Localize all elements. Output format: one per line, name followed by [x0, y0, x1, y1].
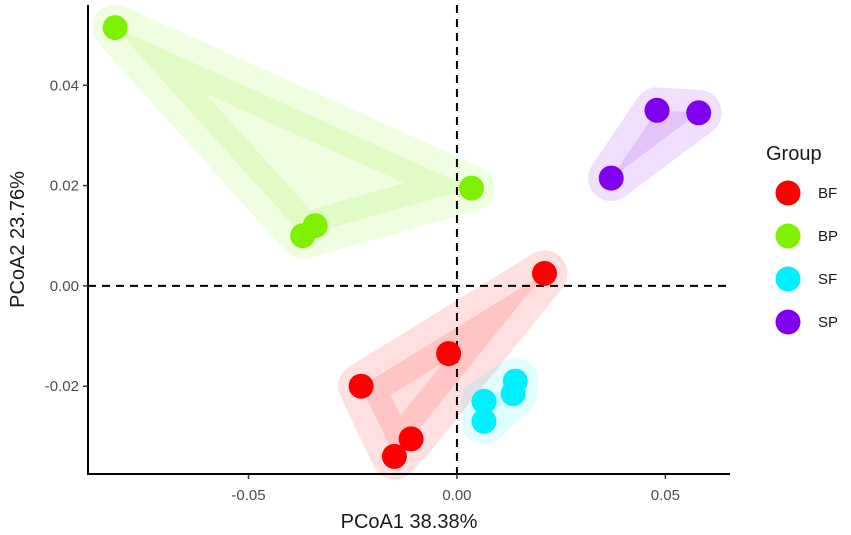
point-bf: [436, 341, 462, 367]
y-tick-label: 0.02: [50, 178, 79, 195]
point-sf: [471, 388, 497, 414]
hull-sp: [588, 87, 722, 202]
legend-title: Group: [766, 143, 822, 165]
point-bf: [381, 443, 407, 469]
axes: -0.05 0.00 0.05 -0.02 0.00 0.02 0.04: [45, 5, 730, 504]
point-bp: [459, 175, 484, 201]
group-hulls: [92, 4, 722, 480]
x-axis-title: PCoA1 38.38%: [341, 511, 478, 533]
x-tick-label: 0.00: [442, 487, 471, 504]
legend-key-bf: [775, 180, 801, 206]
data-points: [102, 15, 712, 469]
y-tick-label: 0.04: [50, 77, 79, 94]
x-tick-label: -0.05: [231, 487, 265, 504]
point-bp: [290, 223, 316, 249]
hull-bp: [92, 4, 495, 259]
y-tick-label: -0.02: [45, 378, 79, 395]
y-axis-title: PCoA2 23.76%: [7, 171, 29, 308]
legend: Group BF BP SF SP: [766, 143, 838, 335]
point-sf: [471, 408, 497, 434]
point-bf: [348, 373, 374, 399]
legend-label-sf: SF: [818, 271, 837, 288]
legend-key-sf: [775, 266, 801, 292]
legend-label-bf: BF: [818, 185, 837, 202]
y-tick-label: 0.00: [50, 278, 79, 295]
point-bp: [102, 15, 128, 41]
point-bf: [398, 426, 424, 452]
point-sp: [598, 165, 624, 191]
point-sp: [686, 100, 712, 126]
point-bf: [532, 260, 557, 286]
legend-label-sp: SP: [818, 314, 838, 331]
legend-key-sp: [775, 309, 801, 335]
legend-label-bp: BP: [818, 228, 838, 245]
x-tick-label: 0.05: [651, 487, 680, 504]
point-sp: [644, 97, 670, 123]
point-sf: [500, 381, 526, 407]
reference-lines: [88, 5, 730, 474]
legend-key-bp: [775, 223, 801, 249]
